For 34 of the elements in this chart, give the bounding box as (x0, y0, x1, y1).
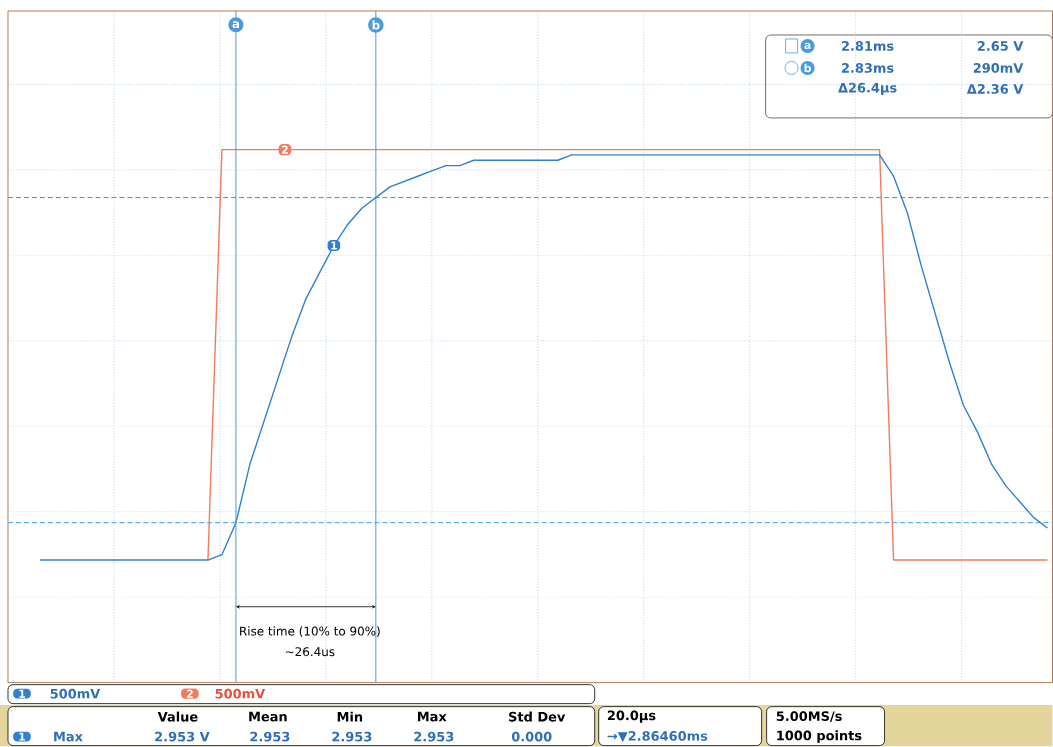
text: 2.953 V (155, 731, 210, 742)
text: Std Dev (509, 711, 566, 722)
text: a (804, 43, 811, 50)
text: 2.65 V (977, 41, 1024, 52)
text: 1 (19, 689, 26, 698)
text: Max (54, 732, 83, 742)
text: 500mV (215, 688, 266, 699)
text: 2 (186, 689, 193, 698)
text: 290mV (973, 63, 1024, 74)
text: 1000 points (777, 730, 862, 744)
text: 2.953 (332, 731, 372, 742)
text: Δ26.4µs (838, 82, 897, 96)
text: 2.953 (250, 731, 290, 742)
text: b (804, 63, 812, 73)
text: Min (337, 711, 363, 722)
series-label: 2 (281, 145, 288, 154)
text: a (232, 21, 240, 29)
text: 1 (19, 732, 26, 741)
text: 500mV (50, 688, 101, 699)
text: 2.83ms (842, 63, 894, 74)
text: Mean (249, 712, 287, 722)
text: 2.81ms (842, 41, 894, 52)
text: Max (417, 712, 447, 722)
text: →▼2.86460ms (607, 731, 708, 743)
annotation: ~26.4us (285, 647, 335, 657)
text: 2.953 (414, 731, 454, 742)
text: Δ2.36 V (966, 84, 1024, 95)
annotation: Rise time (10% to 90%) (240, 626, 380, 638)
series-label: 1 (331, 241, 337, 250)
text: Value (157, 711, 198, 722)
text: 5.00MS/s (776, 711, 842, 723)
text: 20.0µs (607, 710, 656, 723)
text: b (372, 20, 380, 30)
text: 0.000 (511, 731, 552, 742)
